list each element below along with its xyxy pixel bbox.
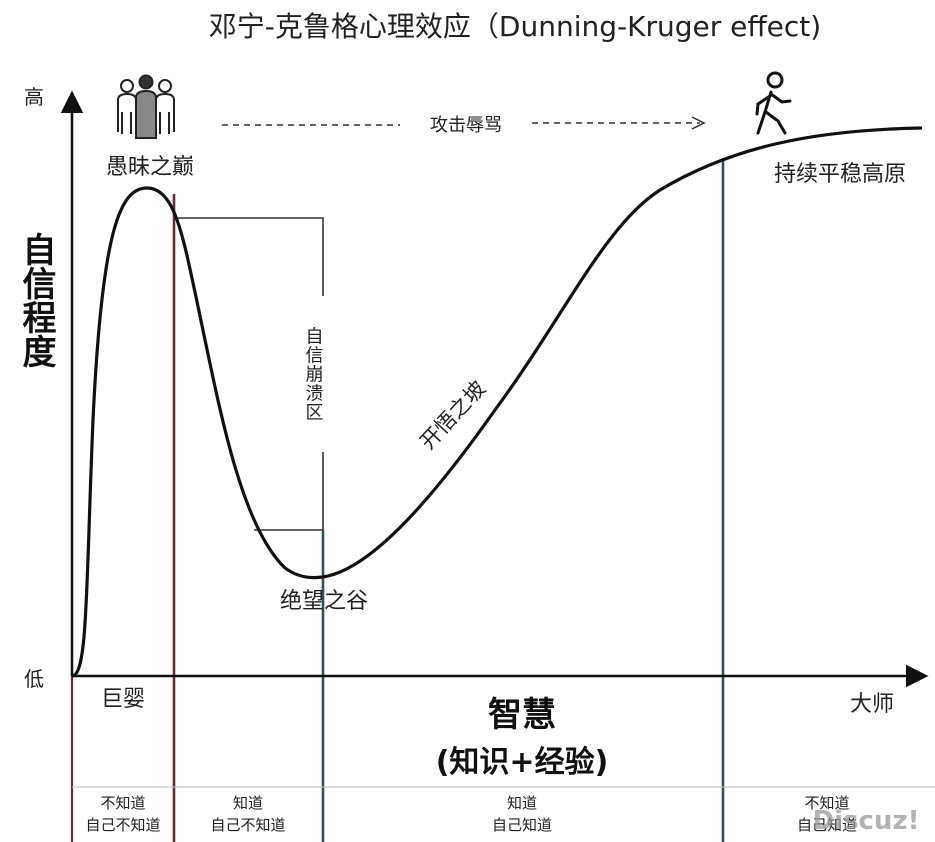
group-of-people-icon	[117, 74, 175, 139]
x-axis-title: 智慧	[488, 695, 556, 735]
stage-2-line-2: 自己不知道	[210, 816, 285, 834]
x-axis-subtitle: (知识+经验)	[436, 745, 609, 780]
x-axis-start-label: 巨婴	[101, 687, 145, 712]
stage-1-line-2: 自己不知道	[85, 816, 160, 834]
y-axis-low-label: 低	[24, 667, 44, 691]
stage-3-line-2: 自己知道	[492, 816, 552, 834]
plateau-label: 持续平稳高原	[774, 162, 906, 187]
valley-label: 绝望之谷	[280, 589, 368, 614]
stage-2-line-1: 知道	[233, 794, 263, 812]
y-axis-title: 自信程度	[16, 232, 56, 368]
x-axis-end-label: 大师	[850, 692, 894, 717]
peak-label: 愚昧之巅	[106, 155, 194, 180]
watermark: Discuz!	[813, 806, 920, 836]
collapse-bracket	[176, 217, 324, 531]
y-axis-high-label: 高	[24, 85, 44, 109]
stage-1-line-1: 不知道	[100, 794, 145, 812]
collapse-label: 自信崩溃区	[303, 326, 324, 421]
confidence-curve	[71, 126, 923, 678]
walking-person-icon	[755, 71, 792, 135]
stage-4-line-1: 不知道	[804, 794, 849, 812]
slope-label: 开悟之坡	[415, 376, 490, 454]
diagram-title: 邓宁-克鲁格心理效应（Dunning-Kruger effect)	[209, 10, 821, 43]
attack-arrow-head	[691, 116, 706, 130]
attack-label: 攻击辱骂	[430, 115, 502, 136]
stage-4-line-2: 自己知道	[797, 816, 857, 834]
stage-3-line-1: 知道	[507, 794, 537, 812]
